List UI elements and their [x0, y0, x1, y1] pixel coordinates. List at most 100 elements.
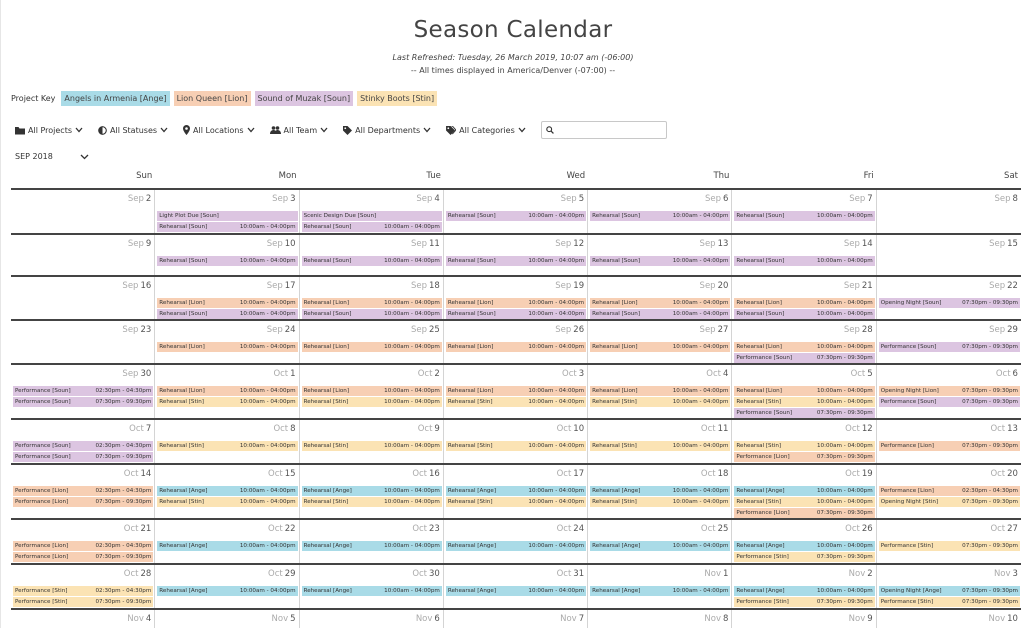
day-cell[interactable]: Oct 15 Rehearsal [Ange] 10:00am - 04:00pm Re… — [155, 465, 300, 518]
day-cell[interactable]: Sep 16 — [11, 277, 156, 319]
calendar-event[interactable]: Rehearsal [Ange] 10:00am - 04:00pm — [301, 586, 442, 596]
day-cell[interactable]: Oct 22 Rehearsal [Ange] 10:00am - 04:00pm — [155, 520, 300, 563]
filter-statuses-dropdown[interactable]: All Statuses — [98, 126, 171, 135]
calendar-event[interactable]: Rehearsal [Lion] 10:00am - 04:00pm — [445, 386, 587, 396]
calendar-event[interactable]: Rehearsal [Ange] 10:00am - 04:00pm — [157, 541, 298, 551]
day-cell[interactable]: Nov 7 — [444, 610, 589, 628]
day-cell[interactable]: Nov 4 — [11, 610, 156, 628]
calendar-event[interactable]: Performance [Stin] 02:30pm - 04:30pm — [13, 586, 154, 596]
day-cell[interactable]: Nov 10 — [877, 610, 1021, 628]
calendar-event[interactable]: Performance [Soun] 07:30pm - 09:30pm — [878, 397, 1020, 407]
calendar-event[interactable]: Rehearsal [Soun] 10:00am - 04:00pm — [157, 256, 298, 266]
day-cell[interactable]: Sep 4 Scenic Design Due [Soun] Rehearsal [S… — [300, 190, 444, 233]
calendar-event[interactable]: Rehearsal [Ange] 10:00am - 04:00pm — [301, 486, 442, 496]
calendar-event[interactable]: Rehearsal [Stin] 10:00am - 04:00pm — [157, 397, 298, 407]
calendar-event[interactable]: Performance [Soun] 07:30pm - 09:30pm — [13, 397, 154, 407]
day-cell[interactable]: Sep 30 Performance [Soun] 02:30pm - 04:30pm… — [11, 365, 156, 418]
day-cell[interactable]: Oct 28 Performance [Stin] 02:30pm - 04:30pm… — [11, 565, 156, 608]
calendar-event[interactable]: Light Plot Due [Soun] — [157, 211, 298, 221]
calendar-event[interactable]: Rehearsal [Stin] 10:00am - 04:00pm — [734, 441, 875, 451]
day-cell[interactable]: Sep 24 Rehearsal [Lion] 10:00am - 04:00pm — [155, 321, 300, 363]
calendar-event[interactable]: Performance [Soun] 07:30pm - 09:30pm — [13, 452, 154, 462]
calendar-event[interactable]: Performance [Stin] 07:30pm - 09:30pm — [734, 597, 875, 607]
day-cell[interactable]: Oct 24 Rehearsal [Ange] 10:00am - 04:00pm — [444, 520, 589, 563]
day-cell[interactable]: Oct 9 Rehearsal [Stin] 10:00am - 04:00pm — [300, 420, 444, 463]
day-cell[interactable]: Oct 16 Rehearsal [Ange] 10:00am - 04:00pm Re… — [300, 465, 444, 518]
day-cell[interactable]: Oct 17 Rehearsal [Ange] 10:00am - 04:00pm Re… — [444, 465, 589, 518]
calendar-event[interactable]: Rehearsal [Lion] 10:00am - 04:00pm — [734, 386, 875, 396]
day-cell[interactable]: Oct 2 Rehearsal [Lion] 10:00am - 04:00pm Reh… — [300, 365, 444, 418]
calendar-event[interactable]: Performance [Soun] 07:30pm - 09:30pm — [734, 408, 875, 418]
filter-projects-dropdown[interactable]: All Projects — [15, 126, 86, 135]
day-cell[interactable]: Oct 1 Rehearsal [Lion] 10:00am - 04:00pm Reh… — [155, 365, 300, 418]
filter-categories-dropdown[interactable]: All Categories — [446, 125, 529, 135]
calendar-event[interactable]: Rehearsal [Stin] 10:00am - 04:00pm — [590, 441, 731, 451]
day-cell[interactable]: Oct 6 Opening Night [Lion] 07:30pm - 09:30p… — [877, 365, 1021, 418]
filter-departments-dropdown[interactable]: All Departments — [343, 125, 434, 135]
calendar-event[interactable]: Performance [Soun] 02:30pm - 04:30pm — [13, 386, 154, 396]
day-cell[interactable]: Oct 25 Rehearsal [Ange] 10:00am - 04:00pm — [588, 520, 733, 563]
day-cell[interactable]: Sep 19 Rehearsal [Lion] 10:00am - 04:00pm Re… — [444, 277, 589, 319]
day-cell[interactable]: Oct 21 Performance [Lion] 02:30pm - 04:30pm… — [11, 520, 156, 563]
day-cell[interactable]: Oct 29 Rehearsal [Ange] 10:00am - 04:00pm — [155, 565, 300, 608]
calendar-event[interactable]: Rehearsal [Soun] 10:00am - 04:00pm — [301, 309, 442, 319]
day-cell[interactable]: Oct 10 Rehearsal [Stin] 10:00am - 04:00pm — [444, 420, 589, 463]
day-cell[interactable]: Oct 4 Rehearsal [Lion] 10:00am - 04:00pm Reh… — [588, 365, 733, 418]
month-selector[interactable]: SEP 2018 — [15, 152, 89, 161]
calendar-event[interactable]: Performance [Soun] 07:30pm - 09:30pm — [878, 342, 1020, 352]
day-cell[interactable]: Sep 5 Rehearsal [Soun] 10:00am - 04:00pm — [444, 190, 589, 233]
day-cell[interactable]: Oct 20 Performance [Lion] 02:30pm - 04:30pm… — [877, 465, 1021, 518]
calendar-event[interactable]: Rehearsal [Ange] 10:00am - 04:00pm — [590, 541, 731, 551]
day-cell[interactable]: Nov 1 Rehearsal [Ange] 10:00am - 04:00pm — [588, 565, 733, 608]
calendar-event[interactable]: Rehearsal [Lion] 10:00am - 04:00pm — [301, 298, 442, 308]
calendar-event[interactable]: Rehearsal [Ange] 10:00am - 04:00pm — [157, 586, 298, 596]
day-cell[interactable]: Oct 14 Performance [Lion] 02:30pm - 04:30pm… — [11, 465, 156, 518]
calendar-event[interactable]: Rehearsal [Stin] 10:00am - 04:00pm — [301, 497, 442, 507]
day-cell[interactable]: Oct 8 Rehearsal [Stin] 10:00am - 04:00pm — [155, 420, 300, 463]
day-cell[interactable]: Nov 9 — [732, 610, 877, 628]
calendar-event[interactable]: Rehearsal [Ange] 10:00am - 04:00pm — [157, 486, 298, 496]
day-cell[interactable]: Sep 9 — [11, 235, 156, 275]
calendar-event[interactable]: Rehearsal [Stin] 10:00am - 04:00pm — [734, 397, 875, 407]
calendar-event[interactable]: Rehearsal [Lion] 10:00am - 04:00pm — [590, 342, 731, 352]
calendar-event[interactable]: Rehearsal [Ange] 10:00am - 04:00pm — [590, 486, 731, 496]
calendar-event[interactable]: Rehearsal [Stin] 10:00am - 04:00pm — [301, 441, 442, 451]
day-cell[interactable]: Sep 22 Opening Night [Soun] 07:30pm - 09:30… — [877, 277, 1021, 319]
calendar-event[interactable]: Performance [Lion] 07:30pm - 09:30pm — [734, 508, 875, 518]
calendar-event[interactable]: Performance [Lion] 02:30pm - 04:30pm — [878, 486, 1020, 496]
calendar-event[interactable]: Rehearsal [Stin] 10:00am - 04:00pm — [590, 397, 731, 407]
calendar-event[interactable]: Performance [Lion] 07:30pm - 09:30pm — [13, 497, 154, 507]
day-cell[interactable]: Oct 27 Performance [Stin] 07:30pm - 09:30pm — [877, 520, 1021, 563]
calendar-event[interactable]: Rehearsal [Soun] 10:00am - 04:00pm — [157, 309, 298, 319]
search-box[interactable] — [540, 121, 667, 139]
filter-locations-dropdown[interactable]: All Locations — [183, 125, 257, 135]
day-cell[interactable]: Sep 23 — [11, 321, 156, 363]
calendar-event[interactable]: Rehearsal [Lion] 10:00am - 04:00pm — [157, 342, 298, 352]
calendar-event[interactable]: Rehearsal [Stin] 10:00am - 04:00pm — [734, 497, 875, 507]
calendar-event[interactable]: Rehearsal [Lion] 10:00am - 04:00pm — [157, 386, 298, 396]
calendar-event[interactable]: Performance [Stin] 07:30pm - 09:30pm — [13, 597, 154, 607]
calendar-event[interactable]: Opening Night [Soun] 07:30pm - 09:30pm — [878, 298, 1020, 308]
day-cell[interactable]: Sep 27 Rehearsal [Lion] 10:00am - 04:00pm — [588, 321, 733, 363]
filter-team-dropdown[interactable]: All Team — [269, 126, 332, 135]
calendar-event[interactable]: Scenic Design Due [Soun] — [301, 211, 442, 221]
calendar-event[interactable]: Rehearsal [Soun] 10:00am - 04:00pm — [301, 256, 442, 266]
calendar-event[interactable]: Rehearsal [Ange] 10:00am - 04:00pm — [445, 541, 587, 551]
calendar-event[interactable]: Rehearsal [Stin] 10:00am - 04:00pm — [590, 497, 731, 507]
calendar-event[interactable]: Rehearsal [Soun] 10:00am - 04:00pm — [590, 256, 731, 266]
day-cell[interactable]: Sep 13 Rehearsal [Soun] 10:00am - 04:00pm — [588, 235, 733, 275]
day-cell[interactable]: Sep 18 Rehearsal [Lion] 10:00am - 04:00pm Re… — [300, 277, 444, 319]
calendar-event[interactable]: Performance [Soun] 02:30pm - 04:30pm — [13, 441, 154, 451]
calendar-event[interactable]: Rehearsal [Soun] 10:00am - 04:00pm — [301, 222, 442, 232]
day-cell[interactable]: Nov 8 — [588, 610, 733, 628]
day-cell[interactable]: Oct 26 Rehearsal [Ange] 10:00am - 04:00pm Pe… — [732, 520, 877, 563]
day-cell[interactable]: Sep 17 Rehearsal [Lion] 10:00am - 04:00pm Re… — [155, 277, 300, 319]
day-cell[interactable]: Oct 18 Rehearsal [Ange] 10:00am - 04:00pm Re… — [588, 465, 733, 518]
calendar-event[interactable]: Rehearsal [Soun] 10:00am - 04:00pm — [734, 309, 875, 319]
calendar-event[interactable]: Rehearsal [Ange] 10:00am - 04:00pm — [734, 586, 875, 596]
calendar-event[interactable]: Rehearsal [Ange] 10:00am - 04:00pm — [590, 586, 731, 596]
day-cell[interactable]: Sep 26 Rehearsal [Lion] 10:00am - 04:00pm — [444, 321, 589, 363]
day-cell[interactable]: Sep 29 Performance [Soun] 07:30pm - 09:30pm — [877, 321, 1021, 363]
calendar-event[interactable]: Rehearsal [Stin] 10:00am - 04:00pm — [157, 441, 298, 451]
calendar-event[interactable]: Rehearsal [Ange] 10:00am - 04:00pm — [301, 541, 442, 551]
